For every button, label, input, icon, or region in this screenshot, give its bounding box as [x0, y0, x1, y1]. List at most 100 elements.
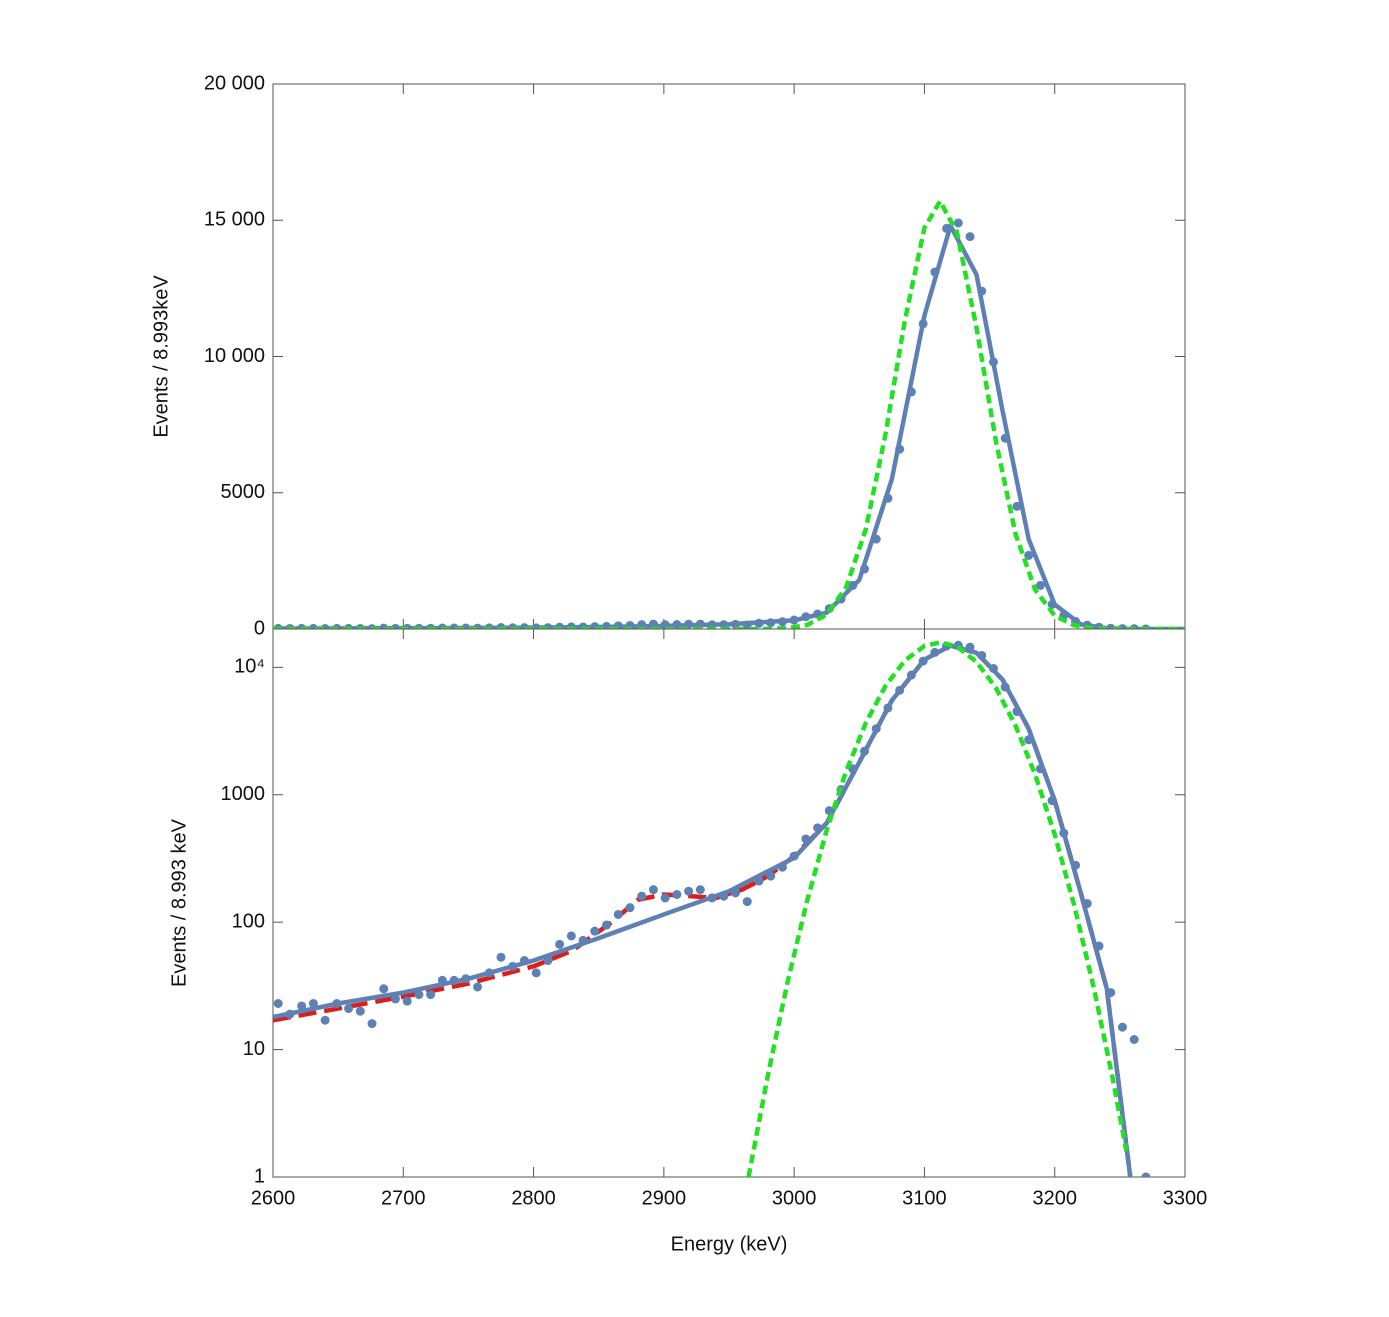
data-point	[965, 232, 975, 242]
data-point	[672, 889, 682, 899]
data-point	[953, 218, 963, 228]
y-axis-label: Events / 8.993 keV	[168, 818, 190, 987]
data-point	[613, 909, 623, 919]
y-tick-label: 5000	[221, 481, 266, 503]
data-point	[777, 862, 787, 872]
data-point	[390, 994, 400, 1004]
data-point	[1106, 988, 1116, 998]
data-point	[297, 1001, 307, 1011]
data-point	[578, 935, 588, 945]
data-point	[1094, 941, 1104, 951]
data-point	[1012, 707, 1022, 717]
data-point	[684, 886, 694, 896]
plot-area	[273, 198, 1185, 629]
x-tick-label: 2900	[642, 1187, 687, 1209]
data-point	[379, 984, 389, 994]
data-point	[1035, 764, 1045, 774]
data-point	[1082, 899, 1092, 909]
x-tick-label: 3300	[1163, 1187, 1208, 1209]
data-point	[789, 851, 799, 861]
plot-area	[273, 640, 1151, 1177]
data-point	[754, 876, 764, 886]
data-point	[883, 703, 893, 713]
data-point	[1000, 682, 1010, 692]
data-point	[543, 956, 553, 966]
data-point	[660, 893, 670, 903]
fit-curve	[746, 640, 1129, 1177]
data-point	[1047, 796, 1057, 806]
data-point	[414, 990, 424, 1000]
y-tick-label: 10 000	[204, 345, 265, 367]
data-point	[531, 968, 541, 978]
data-point	[988, 663, 998, 673]
data-point	[707, 893, 717, 903]
data-point	[555, 939, 565, 949]
y-tick-label: 20 000	[204, 72, 265, 94]
data-point	[484, 968, 494, 978]
data-point	[1117, 1022, 1127, 1032]
data-point	[742, 897, 752, 907]
data-point	[496, 952, 506, 962]
data-point	[1141, 1172, 1151, 1177]
data-point	[602, 920, 612, 930]
data-point	[813, 823, 823, 833]
data-point	[918, 656, 928, 666]
data-point	[824, 806, 834, 816]
data-point	[625, 903, 635, 913]
x-axis-label: Energy (keV)	[671, 1233, 788, 1255]
data-point	[437, 975, 447, 985]
data-point	[590, 926, 600, 936]
x-tick-label: 2700	[381, 1187, 426, 1209]
data-point	[519, 956, 529, 966]
fit-curve	[273, 643, 1133, 1177]
data-point	[473, 982, 483, 992]
data-point	[1059, 828, 1069, 838]
data-point	[367, 1019, 377, 1029]
data-point	[766, 871, 776, 881]
data-point	[1012, 501, 1022, 511]
y-tick-label: 100	[232, 910, 265, 932]
data-point	[1024, 550, 1034, 560]
data-point	[977, 650, 987, 660]
data-point	[285, 1009, 295, 1019]
x-tick-label: 2800	[511, 1187, 556, 1209]
data-point	[1129, 1035, 1139, 1045]
x-tick-label: 3000	[772, 1187, 817, 1209]
data-point	[1071, 860, 1081, 870]
y-tick-label: 10	[243, 1038, 265, 1060]
data-point	[930, 647, 940, 657]
data-point	[648, 885, 658, 895]
data-point	[906, 670, 916, 680]
y-tick-label: 1	[254, 1165, 265, 1187]
data-point	[695, 885, 705, 895]
fit-curve	[273, 643, 1133, 1177]
y-tick-label: 15 000	[204, 209, 265, 231]
data-point	[566, 931, 576, 941]
data-point	[320, 1015, 330, 1025]
data-point	[848, 764, 858, 774]
x-tick-label: 3200	[1032, 1187, 1077, 1209]
x-tick-label: 3100	[902, 1187, 947, 1209]
data-point	[355, 1006, 365, 1016]
plot-frame	[272, 83, 1186, 630]
data-point	[449, 975, 459, 985]
data-point	[731, 888, 741, 898]
plot-frame	[272, 628, 1186, 1178]
data-point	[859, 746, 869, 756]
data-point	[965, 642, 975, 652]
data-point	[273, 999, 283, 1009]
data-point	[344, 1004, 354, 1014]
y-tick-label: 10⁴	[234, 656, 265, 678]
y-tick-label: 0	[254, 617, 265, 639]
y-tick-label: 1000	[221, 783, 266, 805]
data-point	[871, 724, 881, 734]
data-point	[637, 891, 647, 901]
x-tick-label: 2600	[251, 1187, 296, 1209]
fit-curve	[273, 223, 1185, 629]
y-axis-label: Events / 8.993keV	[150, 275, 172, 438]
data-point	[308, 999, 318, 1009]
fit-curve	[273, 198, 1185, 629]
data-point	[1035, 580, 1045, 590]
data-point	[508, 961, 518, 971]
